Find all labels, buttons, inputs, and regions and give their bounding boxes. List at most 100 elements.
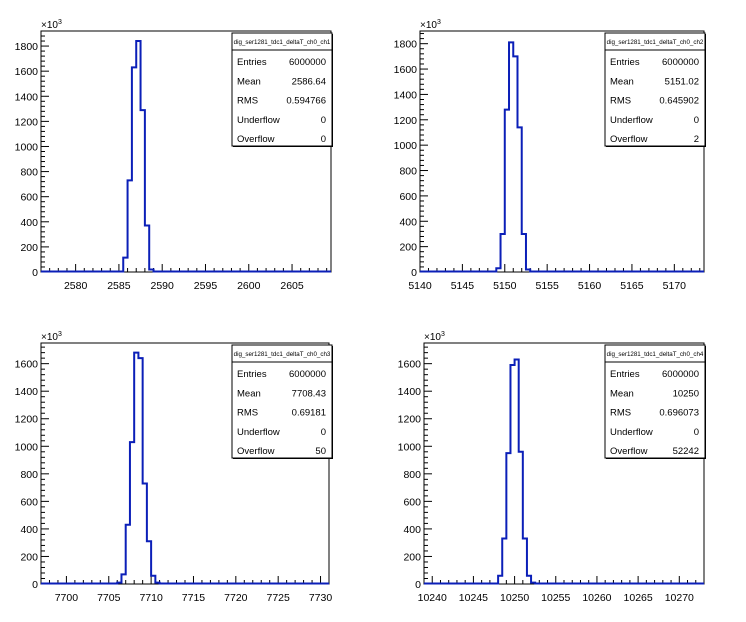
histogram-panel-2: 5140 5145 5150 5155 5160 5165 5170 0 200 400 600 80… bbox=[394, 19, 706, 292]
stats-value: 50 bbox=[315, 446, 326, 457]
y-tick-label: 1800 bbox=[394, 39, 418, 51]
x-tick-label: 7725 bbox=[266, 592, 290, 604]
histogram-panel-3: 7700 7705 7710 7715 7720 7725 7730 0 200 400 600 80… bbox=[15, 331, 333, 604]
x-tick-label: 5140 bbox=[408, 280, 432, 292]
stats-value: 0 bbox=[321, 115, 326, 126]
y-tick-label: 400 bbox=[403, 524, 421, 536]
y-tick-label: 1000 bbox=[394, 140, 418, 152]
stats-value: 0 bbox=[321, 134, 326, 145]
stats-box-title: dig_ser1281_tdc1_deltaT_ch0_ch2 bbox=[607, 39, 704, 46]
y-tick-label: 1200 bbox=[15, 414, 39, 426]
stats-label: Overflow bbox=[610, 134, 648, 145]
x-tick-label: 7730 bbox=[309, 592, 333, 604]
y-tick-label: 1000 bbox=[15, 141, 39, 153]
y-tick-label: 600 bbox=[399, 191, 417, 203]
stats-label: Mean bbox=[610, 76, 634, 87]
stats-value: 6000000 bbox=[289, 369, 326, 380]
y-tick-label: 1400 bbox=[394, 89, 418, 101]
stats-value: 10250 bbox=[673, 388, 699, 399]
stats-value: 5151.02 bbox=[665, 76, 699, 87]
y-tick-label: 400 bbox=[20, 524, 38, 536]
y-tick-label: 1800 bbox=[15, 41, 39, 53]
histogram-line bbox=[420, 41, 704, 273]
stats-value: 6000000 bbox=[662, 369, 699, 380]
y-tick-label: 400 bbox=[20, 217, 38, 229]
x-tick-label: 7705 bbox=[97, 592, 121, 604]
y-tick-label: 1200 bbox=[15, 116, 39, 128]
histogram-line bbox=[41, 40, 331, 273]
y-axis-multiplier: ×103 bbox=[41, 331, 62, 343]
y-tick-label: 0 bbox=[32, 267, 38, 279]
y-tick-label: 600 bbox=[20, 496, 38, 508]
stats-box bbox=[604, 344, 706, 459]
stats-label: Underflow bbox=[237, 115, 280, 126]
stats-label: Underflow bbox=[610, 427, 653, 438]
y-tick-label: 1200 bbox=[398, 414, 422, 426]
y-tick-label: 1400 bbox=[15, 91, 39, 103]
y-tick-label: 1600 bbox=[15, 66, 39, 78]
y-tick-label: 0 bbox=[415, 579, 421, 591]
x-tick-label: 2600 bbox=[237, 280, 261, 292]
y-tick-label: 1400 bbox=[15, 386, 39, 398]
histogram-panel-4: 10240 10245 10250 10255 10260 10265 10270 0 200 4… bbox=[398, 331, 706, 604]
x-tick-label: 5150 bbox=[493, 280, 517, 292]
y-tick-label: 1600 bbox=[15, 359, 39, 371]
stats-label: RMS bbox=[610, 96, 631, 107]
stats-value: 6000000 bbox=[289, 57, 326, 68]
x-tick-label: 10260 bbox=[582, 592, 611, 604]
y-tick-label: 800 bbox=[20, 469, 38, 481]
stats-label: Entries bbox=[237, 369, 267, 380]
y-tick-label: 1200 bbox=[394, 115, 418, 127]
x-tick-label: 10255 bbox=[541, 592, 570, 604]
stats-box-title: dig_ser1281_tdc1_deltaT_ch0_ch1 bbox=[234, 39, 331, 46]
y-tick-label: 0 bbox=[32, 579, 38, 591]
y-tick-label: 1000 bbox=[398, 441, 422, 453]
stats-label: Entries bbox=[237, 57, 267, 68]
stats-value: 0 bbox=[694, 115, 699, 126]
x-tick-label: 2605 bbox=[280, 280, 304, 292]
stats-value: 0 bbox=[694, 427, 699, 438]
stats-label: Entries bbox=[610, 57, 640, 68]
y-tick-label: 800 bbox=[20, 167, 38, 179]
x-tick-label: 7710 bbox=[139, 592, 163, 604]
x-tick-label: 5170 bbox=[663, 280, 687, 292]
stats-label: Underflow bbox=[237, 427, 280, 438]
x-tick-label: 10245 bbox=[459, 592, 488, 604]
x-tick-label: 5165 bbox=[620, 280, 644, 292]
y-tick-label: 200 bbox=[20, 242, 38, 254]
stats-value: 6000000 bbox=[662, 57, 699, 68]
stats-label: RMS bbox=[237, 96, 258, 107]
x-tick-label: 7700 bbox=[55, 592, 79, 604]
stats-value: 0.645902 bbox=[659, 96, 699, 107]
x-tick-label: 5155 bbox=[535, 280, 559, 292]
x-tick-label: 10270 bbox=[665, 592, 694, 604]
stats-value: 2586.64 bbox=[292, 76, 326, 87]
histogram-line bbox=[424, 358, 704, 585]
y-tick-label: 1600 bbox=[398, 359, 422, 371]
x-tick-label: 2580 bbox=[64, 280, 88, 292]
stats-label: Entries bbox=[610, 369, 640, 380]
x-tick-label: 5145 bbox=[451, 280, 475, 292]
y-tick-label: 600 bbox=[403, 496, 421, 508]
stats-value: 2 bbox=[694, 134, 699, 145]
y-tick-label: 800 bbox=[399, 166, 417, 178]
stats-label: Overflow bbox=[610, 446, 648, 457]
stats-value: 0.696073 bbox=[659, 408, 699, 419]
x-tick-label: 10265 bbox=[624, 592, 653, 604]
stats-label: RMS bbox=[237, 408, 258, 419]
stats-value: 7708.43 bbox=[292, 388, 326, 399]
y-tick-label: 800 bbox=[403, 469, 421, 481]
stats-value: 52242 bbox=[673, 446, 699, 457]
stats-box bbox=[604, 32, 706, 147]
y-axis-multiplier: ×103 bbox=[41, 19, 62, 31]
stats-box-title: dig_ser1281_tdc1_deltaT_ch0_ch3 bbox=[234, 351, 331, 358]
stats-label: Mean bbox=[237, 76, 261, 87]
stats-label: Mean bbox=[610, 388, 634, 399]
y-tick-label: 1400 bbox=[398, 386, 422, 398]
stats-value: 0 bbox=[321, 427, 326, 438]
stats-label: Underflow bbox=[610, 115, 653, 126]
y-tick-label: 600 bbox=[20, 192, 38, 204]
x-tick-label: 2590 bbox=[151, 280, 175, 292]
y-tick-label: 200 bbox=[20, 551, 38, 563]
